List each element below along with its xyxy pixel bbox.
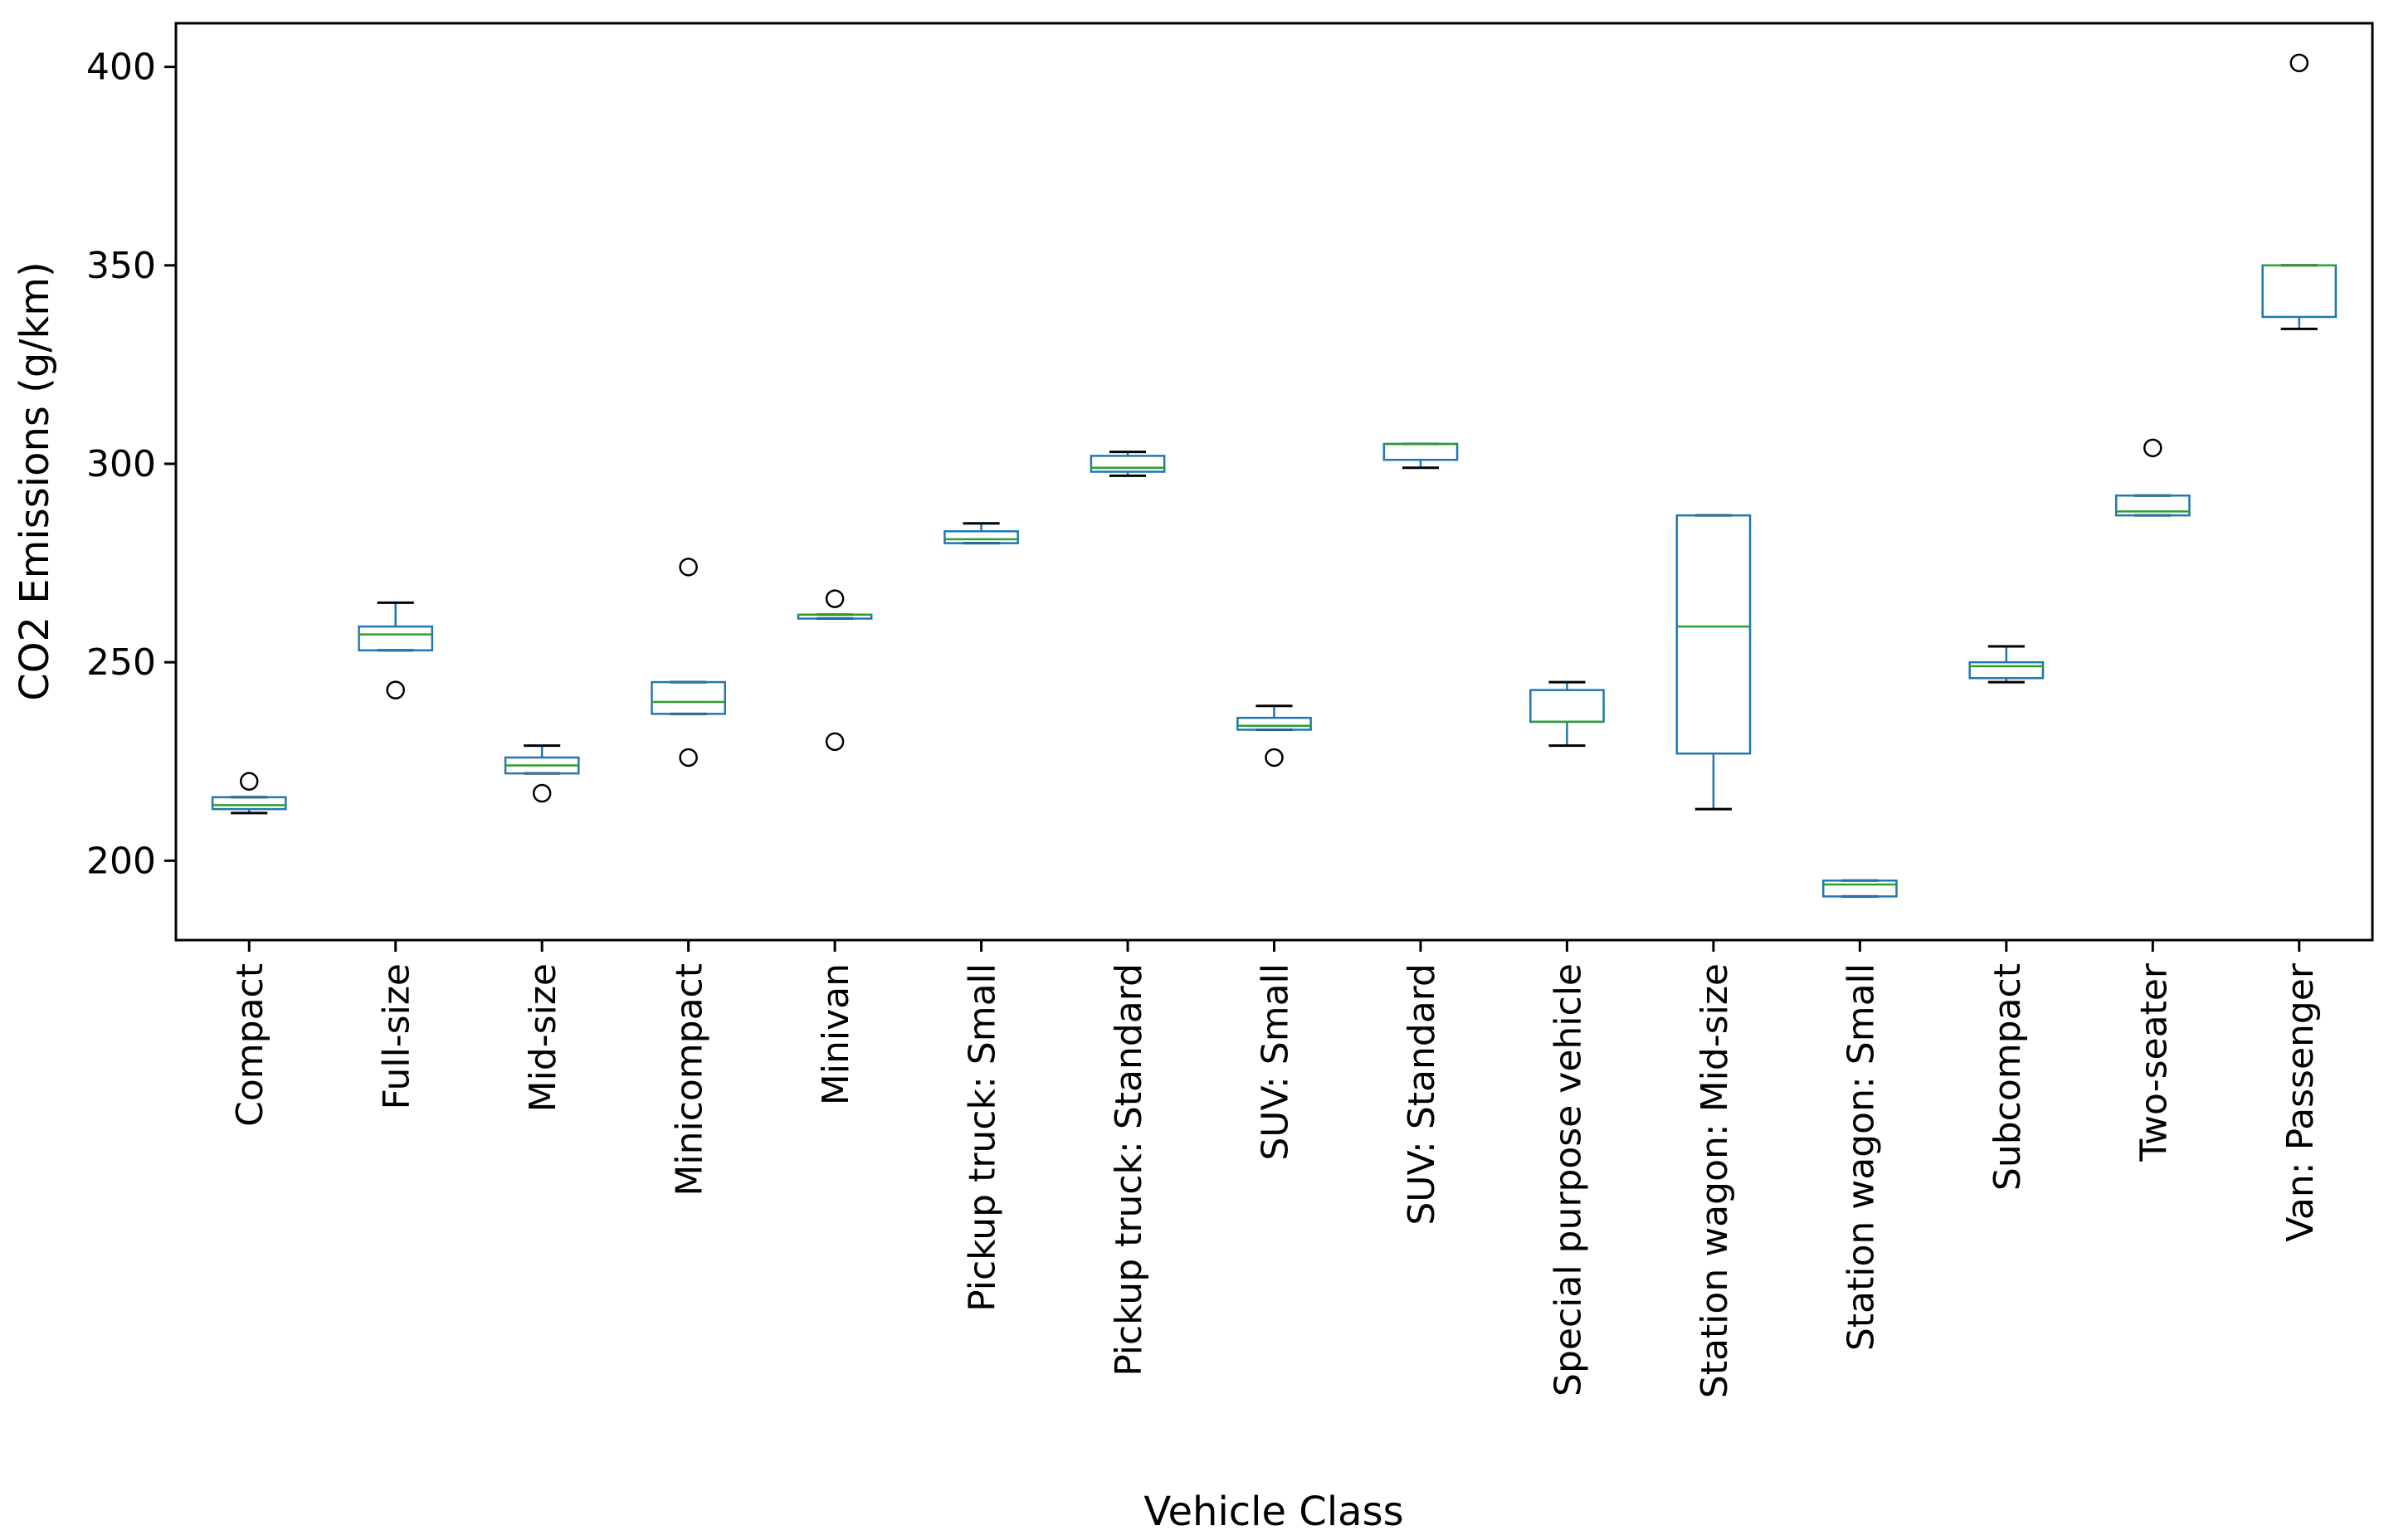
box-group [211,772,287,815]
x-tick-label: SUV: Small [1255,963,1297,1161]
outlier-point [532,783,552,803]
outlier-point [679,748,698,768]
box-group [1529,680,1605,748]
x-tick-label: Compact [229,963,271,1127]
x-tick-label: Pickup truck: Standard [1108,963,1150,1377]
iqr-box [1675,514,1752,755]
x-tick-label: Minivan [815,963,857,1105]
iqr-box [943,530,1019,544]
box-group [1382,442,1459,470]
box-group [504,744,580,803]
iqr-box [1968,660,2045,680]
box-group [358,601,434,699]
x-tick-label: Two-seater [2133,962,2175,1162]
box-group [2261,53,2338,330]
y-tick-label: 250 [86,641,156,684]
outlier-point [1265,748,1284,768]
iqr-box [2114,494,2191,517]
y-axis: 200 250 300 350 400 [86,46,176,882]
outlier-point [239,772,259,791]
box-group [1822,879,1898,898]
x-axis: Compact Full-size Mid-size Minicompact Miniv… [229,940,2322,1398]
box-group [1090,451,1166,477]
x-tick-label: Pickup truck: Small [962,963,1004,1312]
x-tick-label: Station wagon: Mid-size [1694,963,1736,1398]
box-group [651,558,726,768]
outlier-point [386,680,405,699]
x-tick-label: Van: Passenger [2279,962,2322,1242]
iqr-box [651,680,726,715]
x-tick-label: Mid-size [522,963,564,1112]
y-tick-label: 300 [86,443,156,485]
x-tick-label: SUV: Standard [1401,963,1443,1226]
outlier-point [679,558,698,577]
y-tick-label: 400 [86,46,156,89]
outlier-point [825,589,845,608]
box-group [1675,514,1752,811]
iqr-box [211,796,287,811]
boxes-layer [211,53,2338,898]
y-axis-title: CO2 Emissions (g/km) [12,261,58,701]
x-tick-label: Subcompact [1987,963,2029,1191]
box-group [2114,438,2191,517]
outlier-point [2289,53,2309,73]
x-tick-label: Full-size [376,963,418,1109]
box-group [943,522,1019,545]
outlier-point [825,732,845,752]
box-group [1968,645,2045,684]
outlier-point [2143,438,2162,458]
x-tick-label: Minicompact [669,963,711,1196]
iqr-box [1090,455,1166,473]
box-group [797,589,873,752]
y-tick-label: 350 [86,245,156,287]
x-tick-label: Special purpose vehicle [1547,963,1589,1396]
x-axis-title: Vehicle Class [1143,1489,1403,1535]
iqr-box [358,625,434,652]
box-group [1236,704,1312,768]
iqr-box [1822,879,1898,898]
x-tick-label: Station wagon: Small [1840,963,1882,1351]
iqr-box [1236,716,1312,731]
y-tick-label: 200 [86,840,156,882]
